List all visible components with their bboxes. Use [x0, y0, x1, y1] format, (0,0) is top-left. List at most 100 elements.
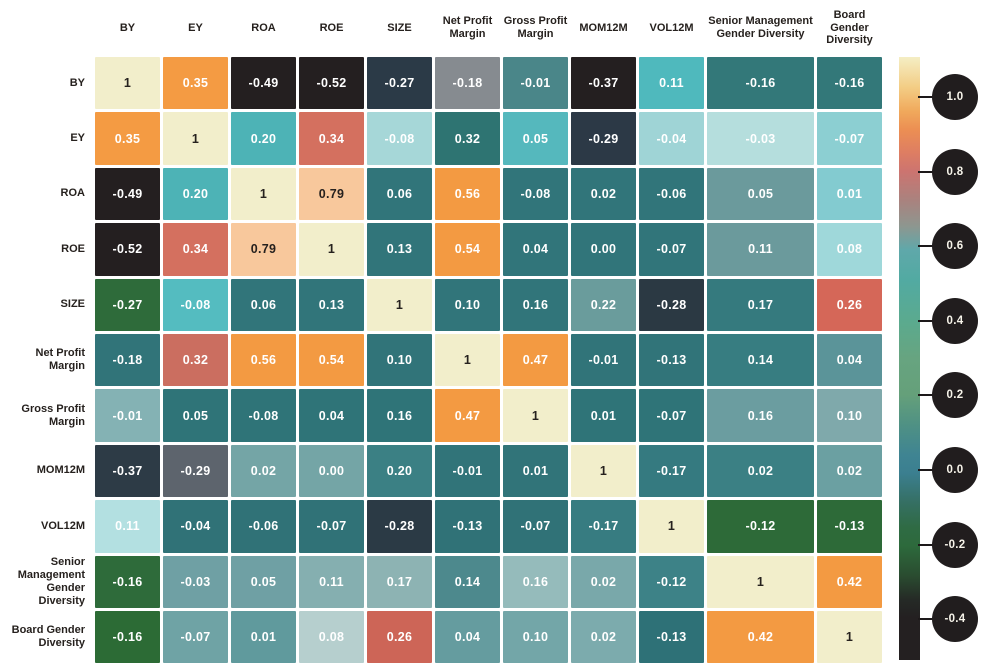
row-label: Net Profit Margin — [35, 347, 86, 373]
colorbar-tick-line — [918, 171, 934, 173]
heatmap-cell: 0.32 — [435, 112, 500, 165]
heatmap-cell: -0.17 — [571, 500, 636, 553]
heatmap-cell: -0.12 — [707, 500, 814, 553]
heatmap-cell: -0.37 — [95, 444, 160, 498]
row-label: BY — [69, 76, 85, 89]
heatmap-cell: 0.26 — [817, 278, 882, 331]
heatmap-cell: 0.16 — [503, 555, 568, 608]
heatmap-cell: -0.13 — [435, 500, 500, 553]
heatmap-cell: 1 — [571, 444, 636, 498]
heatmap-cell: 1 — [299, 223, 364, 276]
heatmap-cell: -0.08 — [367, 112, 432, 165]
heatmap-cell: 0.42 — [817, 555, 882, 608]
heatmap-cell: -0.06 — [639, 167, 704, 221]
colorbar-tick-badge: 0.4 — [932, 298, 978, 344]
heatmap-cell: 0.01 — [231, 610, 296, 664]
corner-spacer — [2, 2, 92, 54]
heatmap-cell: 0.10 — [817, 389, 882, 442]
column-header: Senior Management Gender Diversity — [708, 15, 813, 40]
heatmap-cell: 0.79 — [299, 167, 364, 221]
column-header: ROA — [251, 21, 276, 34]
colorbar-tick-badge: 1.0 — [932, 74, 978, 120]
colorbar-tick-line — [918, 469, 934, 471]
heatmap-cell: 0.00 — [299, 444, 364, 498]
heatmap-cell: 0.02 — [817, 444, 882, 498]
heatmap-cell: 1 — [163, 112, 228, 165]
heatmap-cell: -0.07 — [163, 610, 228, 664]
row-label: ROE — [61, 242, 85, 255]
heatmap-cell: 0.02 — [231, 444, 296, 498]
colorbar-tick-line — [918, 320, 934, 322]
column-header: Board Gender Diversity — [826, 8, 873, 47]
heatmap-cell: -0.49 — [95, 167, 160, 221]
heatmap-grid: BY EY ROA ROE SIZE Net Profit Margin Gross Pro… — [2, 2, 882, 664]
heatmap-cell: 0.35 — [163, 57, 228, 110]
heatmap-cell: 0.08 — [299, 610, 364, 664]
heatmap-cell: -0.29 — [163, 444, 228, 498]
heatmap-cell: 0.34 — [163, 223, 228, 276]
column-header: SIZE — [387, 21, 412, 34]
heatmap-cell: -0.01 — [435, 444, 500, 498]
colorbar-gradient — [899, 57, 920, 660]
heatmap-cell: 0.01 — [817, 167, 882, 221]
heatmap-cell: 0.04 — [299, 389, 364, 442]
heatmap-cell: -0.06 — [231, 500, 296, 553]
column-header: BY — [119, 21, 136, 34]
row-label: Senior Management Gender Diversity — [17, 555, 85, 607]
heatmap-cell: -0.17 — [639, 444, 704, 498]
heatmap-cell: 0.54 — [299, 333, 364, 387]
heatmap-cell: -0.18 — [435, 57, 500, 110]
heatmap-cell: 1 — [639, 500, 704, 553]
heatmap-cell: 0.20 — [367, 444, 432, 498]
heatmap-cell: -0.07 — [817, 112, 882, 165]
heatmap-cell: -0.07 — [639, 389, 704, 442]
heatmap-cell: -0.18 — [95, 333, 160, 387]
heatmap-cell: 0.04 — [435, 610, 500, 664]
heatmap-cell: -0.13 — [639, 610, 704, 664]
heatmap-cell: 0.00 — [571, 223, 636, 276]
row-label: EY — [70, 132, 85, 145]
colorbar-tick-badge: 0.2 — [932, 372, 978, 418]
heatmap-cell: 0.32 — [163, 333, 228, 387]
heatmap-cell: 1 — [707, 555, 814, 608]
heatmap-cell: 0.16 — [367, 389, 432, 442]
heatmap-cell: -0.29 — [571, 112, 636, 165]
colorbar-tick-line — [918, 544, 934, 546]
heatmap-cell: 0.02 — [571, 555, 636, 608]
colorbar-tick-line — [918, 96, 934, 98]
colorbar-tick-line — [918, 394, 934, 396]
heatmap-cell: -0.01 — [503, 57, 568, 110]
heatmap-cell: 0.11 — [299, 555, 364, 608]
colorbar-tick-badge: -0.2 — [932, 522, 978, 568]
colorbar-tick-badge: -0.4 — [932, 596, 978, 642]
heatmap-cell: -0.07 — [639, 223, 704, 276]
heatmap-cell: 0.16 — [707, 389, 814, 442]
heatmap-cell: 0.02 — [571, 610, 636, 664]
heatmap-cell: 0.35 — [95, 112, 160, 165]
heatmap-cell: 0.14 — [435, 555, 500, 608]
heatmap-cell: -0.03 — [707, 112, 814, 165]
heatmap-cell: 1 — [435, 333, 500, 387]
heatmap-cell: -0.52 — [299, 57, 364, 110]
heatmap-cell: -0.16 — [95, 555, 160, 608]
heatmap-cell: -0.12 — [639, 555, 704, 608]
heatmap-cell: -0.08 — [503, 167, 568, 221]
heatmap-cell: 0.06 — [231, 278, 296, 331]
heatmap-cell: -0.07 — [299, 500, 364, 553]
heatmap-cell: 0.01 — [571, 389, 636, 442]
colorbar-tick-badge: 0.8 — [932, 149, 978, 195]
heatmap-cell: 0.05 — [231, 555, 296, 608]
heatmap-cell: -0.52 — [95, 223, 160, 276]
heatmap-cell: 0.54 — [435, 223, 500, 276]
heatmap-cell: -0.13 — [639, 333, 704, 387]
row-label: SIZE — [60, 298, 85, 311]
colorbar-tick-line — [918, 618, 934, 620]
heatmap-cell: 0.13 — [367, 223, 432, 276]
heatmap-cell: -0.08 — [231, 389, 296, 442]
heatmap-cell: 0.02 — [571, 167, 636, 221]
heatmap-cell: 1 — [817, 610, 882, 664]
heatmap-cell: 0.01 — [503, 444, 568, 498]
heatmap-cell: 0.04 — [503, 223, 568, 276]
heatmap-cell: 0.47 — [503, 333, 568, 387]
